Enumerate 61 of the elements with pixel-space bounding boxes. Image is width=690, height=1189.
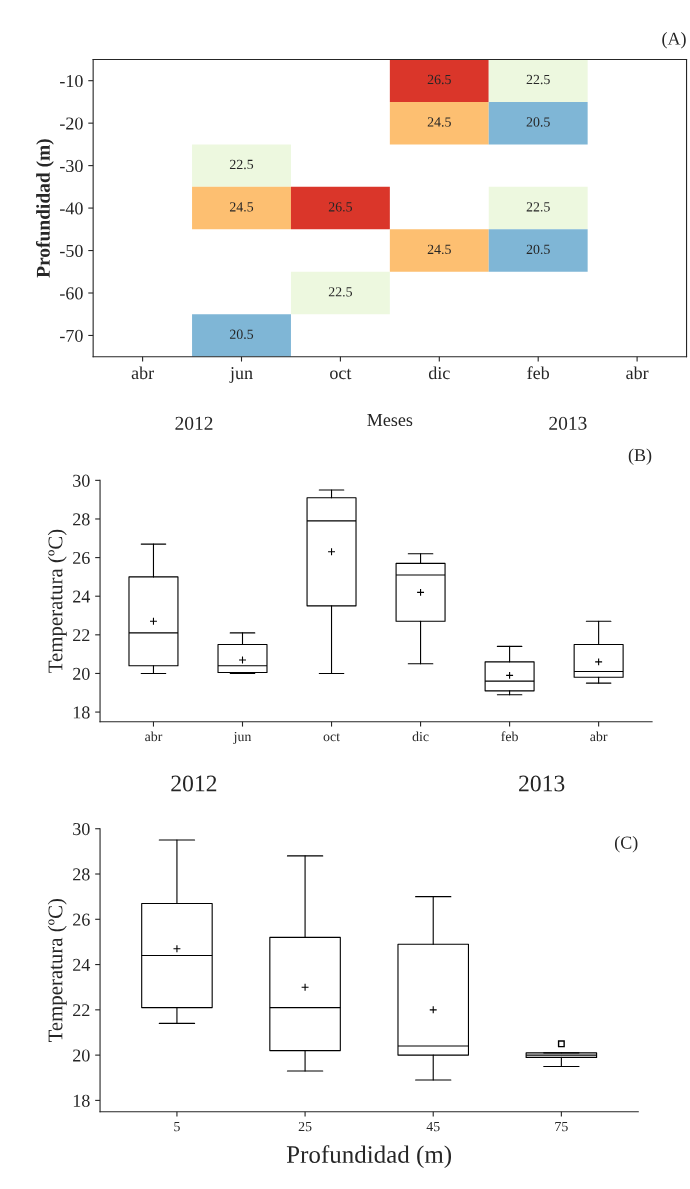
x-tick-label: feb — [527, 366, 550, 380]
y-tick-label: 18 — [73, 706, 90, 719]
data-label: 22.5 — [229, 159, 254, 170]
x-tick-label: dic — [412, 731, 429, 742]
text: 2013 — [549, 416, 587, 430]
y-axis-title: Temperatura (ºC) — [47, 898, 67, 1043]
x-axis-title: Meses — [367, 414, 413, 427]
y-axis-title: Profundidad (m) — [35, 139, 54, 278]
data-label: 20.5 — [526, 244, 550, 255]
x-axis-title: Profundidad (m) — [286, 1145, 452, 1169]
text: 2012 — [175, 416, 213, 430]
annotation: (C) — [614, 836, 638, 853]
x-tick-label: 45 — [426, 1121, 440, 1132]
y-tick-label: 28 — [73, 868, 90, 881]
text: 2012 — [171, 775, 217, 792]
x-tick-label: dic — [428, 366, 450, 380]
data-label: 24.5 — [427, 117, 451, 127]
x-tick-label: abr — [590, 731, 608, 742]
data-label: 20.5 — [526, 117, 550, 127]
y-tick-label: -30 — [60, 159, 83, 173]
y-tick-label: 24 — [73, 590, 91, 603]
x-tick-label: 5 — [174, 1121, 180, 1132]
y-tick-label: 26 — [73, 913, 90, 926]
data-label: 20.5 — [229, 329, 254, 340]
y-tick-label: 26 — [73, 551, 90, 565]
text: (A) — [662, 32, 686, 49]
x-tick-label: jun — [233, 731, 252, 745]
y-tick-label: 22 — [73, 629, 90, 642]
x-tick-label: abr — [626, 366, 649, 380]
x-tick-label: oct — [323, 733, 340, 742]
x-tick-label: oct — [330, 368, 352, 380]
y-tick-label: 20 — [73, 1049, 90, 1062]
y-tick-label: -60 — [60, 287, 83, 300]
y-tick-label: -40 — [60, 202, 83, 215]
text: (B) — [628, 448, 652, 465]
x-tick-label: abr — [145, 731, 163, 742]
x-tick-label: 75 — [555, 1121, 568, 1132]
data-label: 26.5 — [427, 74, 451, 85]
data-label: 22.5 — [526, 202, 550, 212]
y-tick-label: -20 — [60, 117, 83, 130]
y-tick-label: -10 — [60, 74, 83, 88]
y-tick-label: 30 — [73, 474, 90, 487]
data-label: 22.5 — [526, 74, 550, 85]
y-tick-label: -70 — [60, 329, 83, 342]
text: 2013 — [519, 775, 565, 792]
y-tick-label: 22 — [73, 1004, 90, 1017]
data-label: 22.5 — [328, 287, 353, 297]
y-tick-label: 18 — [73, 1094, 90, 1107]
x-tick-label: jun — [229, 366, 253, 383]
data-label: 24.5 — [229, 202, 254, 212]
data-label: 24.5 — [427, 244, 451, 255]
data-label: 26.5 — [328, 202, 353, 212]
x-tick-label: abr — [131, 366, 154, 380]
y-tick-label: -50 — [60, 244, 83, 257]
y-tick-label: 24 — [73, 958, 91, 971]
y-tick-label: 30 — [73, 822, 90, 836]
y-axis-title: Temperatura (ºC) — [47, 529, 67, 673]
x-tick-label: feb — [501, 731, 518, 742]
y-tick-label: 28 — [73, 513, 90, 526]
x-tick-label: 25 — [298, 1121, 312, 1132]
y-tick-label: 20 — [73, 667, 90, 680]
